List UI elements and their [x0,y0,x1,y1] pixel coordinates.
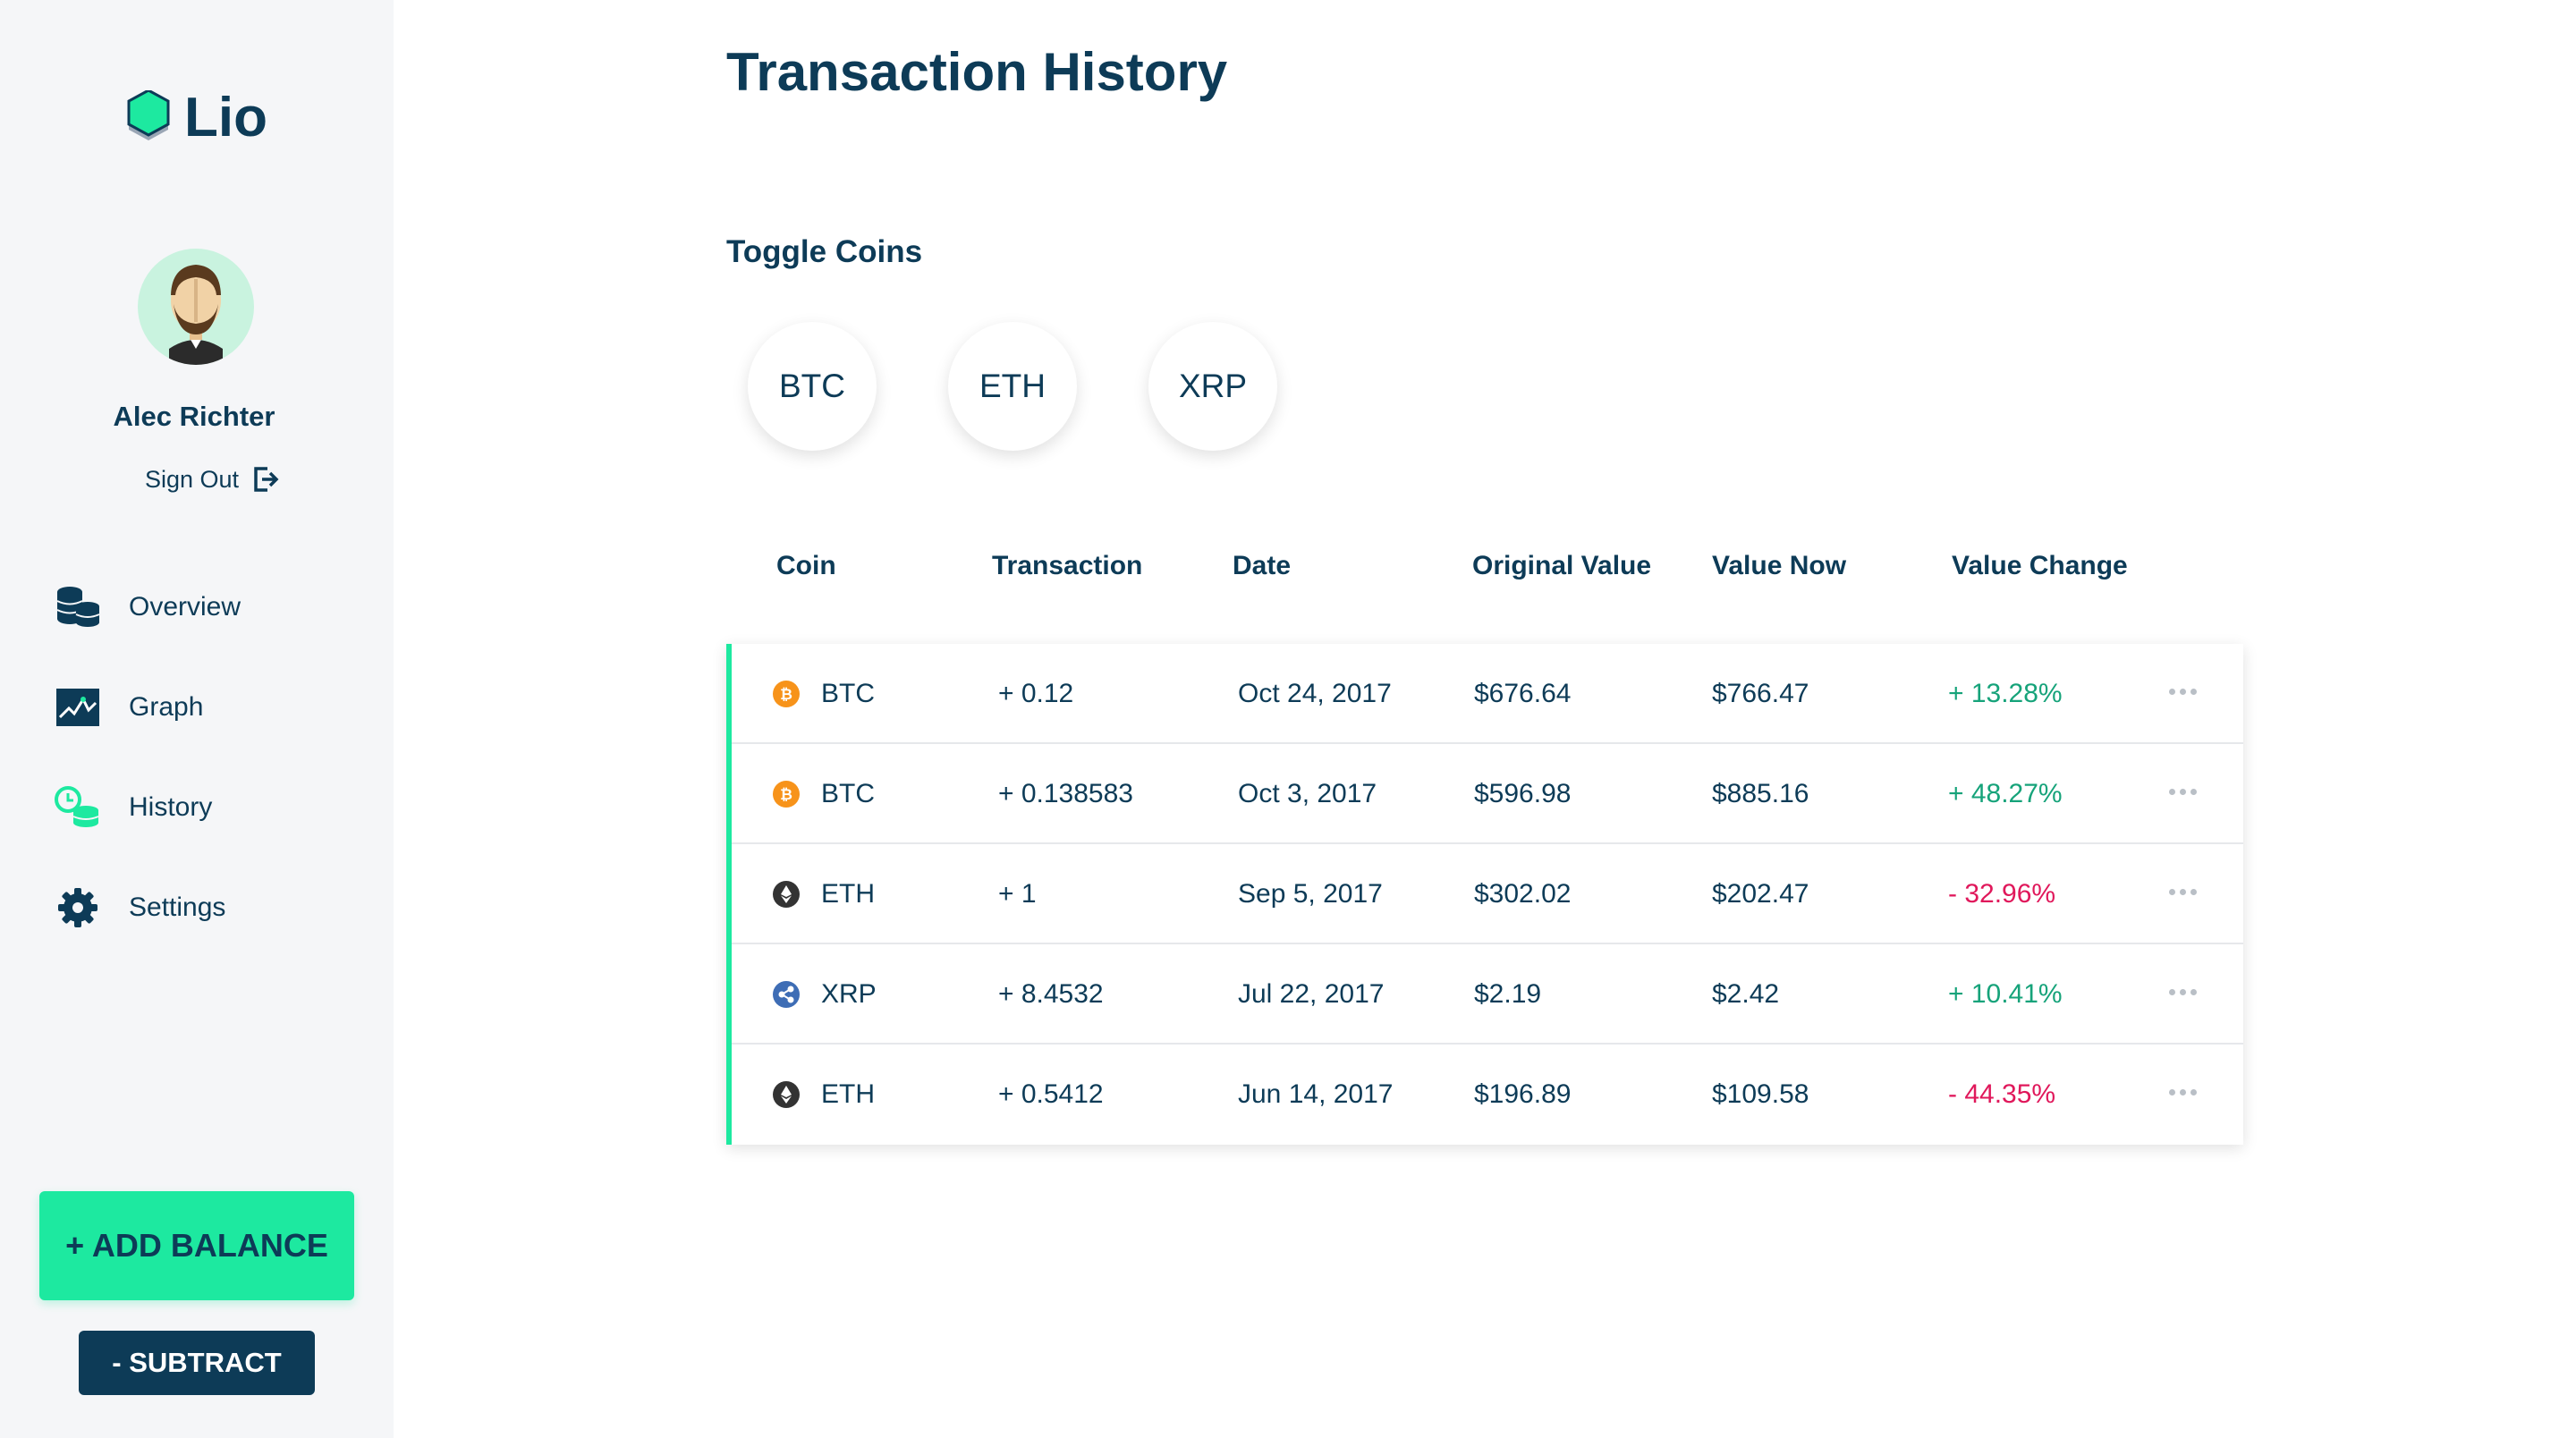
coin-cell: ₿ BTC [773,644,875,744]
ethereum-icon [773,881,800,908]
value-now-cell: $2.42 [1712,979,1780,1009]
bitcoin-icon: ₿ [773,681,800,707]
sign-out-label: Sign Out [145,465,240,493]
history-coins-icon [54,783,102,832]
svg-text:₿: ₿ [780,786,792,804]
chart-icon [54,683,102,732]
value-change-cell: - 44.35% [1948,1079,2056,1109]
value-change-cell: - 32.96% [1948,879,2056,909]
transaction-cell: + 0.138583 [998,779,1133,808]
nav-label-history: History [129,792,213,822]
app-name: Lio [184,87,267,148]
column-header-date[interactable]: Date [1233,551,1292,580]
original-value-cell: $676.64 [1474,679,1572,708]
value-now-cell: $766.47 [1712,679,1809,708]
column-header-value-change[interactable]: Value Change [1952,551,2128,580]
table-row[interactable]: ₿ BTC + 0.138583 Oct 3, 2017 $596.98 $88… [732,744,2243,844]
coin-name: BTC [821,679,875,708]
value-now-cell: $885.16 [1712,779,1809,808]
table-row[interactable]: ETH + 0.5412 Jun 14, 2017 $196.89 $109.5… [732,1045,2243,1145]
original-value-cell: $596.98 [1474,779,1572,808]
date-cell: Jun 14, 2017 [1238,1079,1394,1109]
original-value-cell: $302.02 [1474,879,1572,909]
column-header-coin[interactable]: Coin [776,551,836,580]
nav-item-settings[interactable]: Settings [54,884,225,932]
nav-item-overview[interactable]: Overview [54,583,241,631]
date-cell: Oct 24, 2017 [1238,679,1392,708]
date-cell: Jul 22, 2017 [1238,979,1385,1009]
bitcoin-icon: ₿ [773,781,800,808]
column-header-transaction[interactable]: Transaction [992,551,1143,580]
row-options-icon[interactable] [2169,989,2197,995]
coin-name: BTC [821,779,875,808]
transaction-table: ₿ BTC + 0.12 Oct 24, 2017 $676.64 $766.4… [726,644,2243,1145]
value-change-cell: + 10.41% [1948,979,2063,1009]
value-now-cell: $202.47 [1712,879,1809,909]
user-name: Alec Richter [113,401,275,432]
coin-name: ETH [821,1079,875,1109]
add-balance-button[interactable]: + ADD BALANCE [39,1191,354,1300]
toggle-xrp-button[interactable]: XRP [1148,322,1277,451]
toggle-eth-button[interactable]: ETH [948,322,1077,451]
table-row[interactable]: ₿ BTC + 0.12 Oct 24, 2017 $676.64 $766.4… [732,644,2243,744]
avatar[interactable] [138,249,254,365]
original-value-cell: $196.89 [1474,1079,1572,1109]
value-change-cell: + 48.27% [1948,779,2063,808]
ethereum-icon [773,1081,800,1108]
user-avatar-icon [169,265,223,365]
date-cell: Sep 5, 2017 [1238,879,1383,909]
row-options-icon[interactable] [2169,889,2197,895]
sign-out-icon [254,467,279,492]
transaction-cell: + 8.4532 [998,979,1104,1009]
row-options-icon[interactable] [2169,689,2197,695]
gear-icon [54,884,102,932]
nav-label-settings: Settings [129,892,226,922]
logo[interactable]: Lio [125,86,267,149]
column-header-value-now[interactable]: Value Now [1712,551,1847,580]
coins-stack-icon [54,583,102,631]
coin-cell: XRP [773,944,877,1045]
value-now-cell: $109.58 [1712,1079,1809,1109]
nav-item-history[interactable]: History [54,783,212,832]
value-change-cell: + 13.28% [1948,679,2063,708]
row-options-icon[interactable] [2169,789,2197,795]
svg-text:₿: ₿ [780,686,792,704]
nav-item-graph[interactable]: Graph [54,683,203,732]
hexagon-logo-icon [127,89,170,140]
ripple-icon [773,981,800,1008]
date-cell: Oct 3, 2017 [1238,779,1377,808]
transaction-cell: + 0.5412 [998,1079,1104,1109]
toggle-coins-title: Toggle Coins [726,234,923,269]
coin-cell: ₿ BTC [773,744,875,844]
coin-cell: ETH [773,1045,875,1145]
table-row[interactable]: XRP + 8.4532 Jul 22, 2017 $2.19 $2.42 + … [732,944,2243,1045]
coin-name: ETH [821,879,875,909]
column-header-original-value[interactable]: Original Value [1472,551,1652,580]
toggle-btc-button[interactable]: BTC [748,322,877,451]
coin-cell: ETH [773,844,875,944]
nav-label-overview: Overview [129,592,242,622]
page-title: Transaction History [726,42,1228,102]
sidebar: Lio Alec Richter Sign Out [0,0,394,1438]
subtract-button[interactable]: - SUBTRACT [79,1331,315,1395]
nav-label-graph: Graph [129,692,204,722]
transaction-cell: + 0.12 [998,679,1074,708]
row-options-icon[interactable] [2169,1089,2197,1095]
coin-name: XRP [821,979,877,1009]
original-value-cell: $2.19 [1474,979,1542,1009]
table-row[interactable]: ETH + 1 Sep 5, 2017 $302.02 $202.47 - 32… [732,844,2243,944]
sign-out-link[interactable]: Sign Out [145,465,280,494]
transaction-cell: + 1 [998,879,1037,909]
